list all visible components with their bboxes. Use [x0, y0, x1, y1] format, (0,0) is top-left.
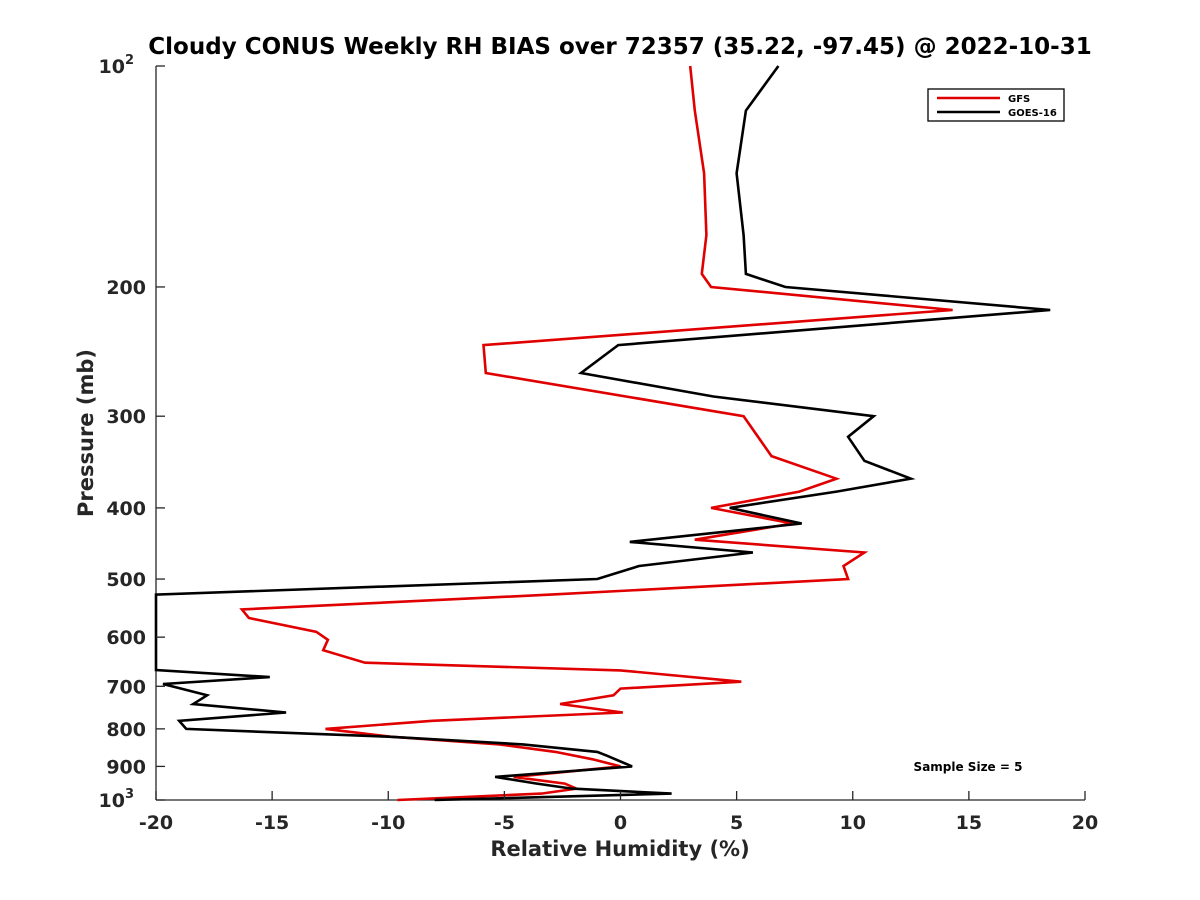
x-tick-label: 5	[730, 812, 743, 834]
x-tick-label: -5	[494, 812, 515, 834]
series-layer	[154, 65, 1051, 802]
y-axis-label: Pressure (mb)	[74, 349, 98, 517]
x-tick-label: -10	[371, 812, 405, 834]
x-tick-label: -20	[139, 812, 173, 834]
legend-label-gfs: GFS	[1008, 94, 1030, 105]
x-tick-label: 20	[1072, 812, 1098, 834]
y-tick-label: 200	[106, 277, 146, 299]
y-tick-label: 600	[106, 627, 146, 649]
legend-box	[927, 88, 1065, 122]
y-tick-label: 700	[106, 676, 146, 698]
y-tick-label: 900	[106, 756, 146, 778]
y-tick-label: 500	[106, 569, 146, 591]
x-axis-label: Relative Humidity (%)	[490, 837, 749, 861]
x-tick-label: 15	[956, 812, 982, 834]
y-tick-label: 800	[106, 719, 146, 741]
y-tick-label: 300	[106, 406, 146, 428]
x-tick-label: -15	[255, 812, 289, 834]
series-line-gfs	[239, 65, 953, 802]
y-tick-label: 400	[106, 498, 146, 520]
x-tick-label: 10	[840, 812, 866, 834]
y-tick-label: 102	[99, 53, 135, 78]
chart-title: Cloudy CONUS Weekly RH BIAS over 72357 (…	[148, 34, 1091, 60]
y-tick-label: 103	[99, 787, 135, 812]
legend-label-goes-16: GOES-16	[1008, 108, 1057, 119]
y-axis-ticks: 102 200 300 400 500 600 700 800 900 103	[99, 53, 165, 812]
x-axis-ticks: -20 -15 -10 -5 0 5 10 15 20	[139, 791, 1098, 834]
legend: GFS GOES-16	[927, 88, 1065, 122]
series-line-goes-16	[154, 65, 1051, 802]
x-tick-label: 0	[614, 812, 627, 834]
sample-size-annotation: Sample Size = 5	[914, 760, 1023, 774]
